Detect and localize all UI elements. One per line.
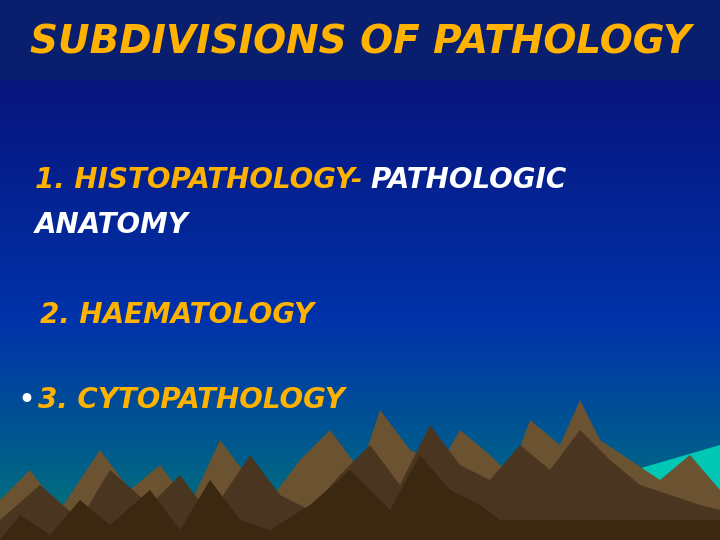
Text: 3. CYTOPATHOLOGY: 3. CYTOPATHOLOGY [38,386,345,414]
Text: SUBDIVISIONS OF PATHOLOGY: SUBDIVISIONS OF PATHOLOGY [30,23,691,61]
Polygon shape [0,455,720,540]
Polygon shape [0,425,720,540]
Text: 1. HISTOPATHOLOGY-: 1. HISTOPATHOLOGY- [35,166,362,194]
Polygon shape [510,445,720,540]
Text: •: • [18,388,34,412]
Text: 2. HAEMATOLOGY: 2. HAEMATOLOGY [40,301,314,329]
Text: ANATOMY: ANATOMY [35,211,189,239]
Text: PATHOLOGIC: PATHOLOGIC [370,166,566,194]
Polygon shape [0,400,720,540]
Bar [0,0,720,80]
